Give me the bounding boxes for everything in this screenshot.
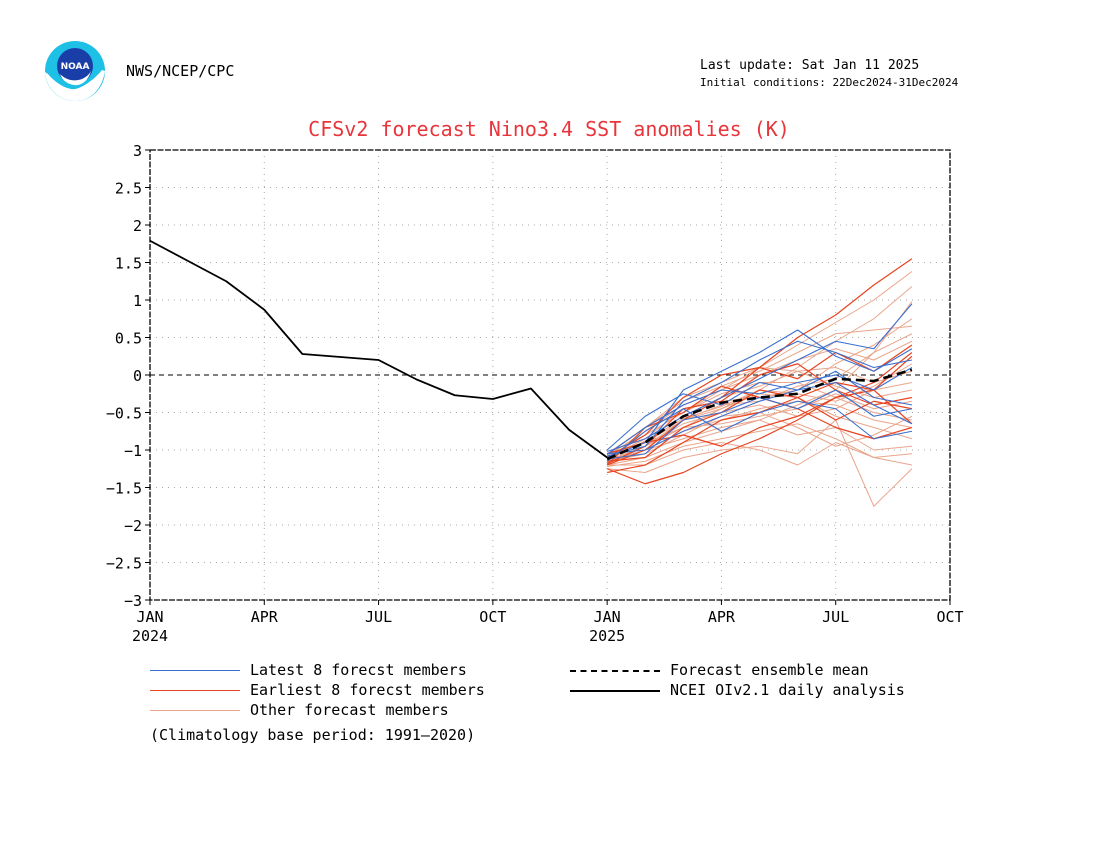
y-tick-label: 0.5	[115, 330, 142, 348]
legend-mean-label: Forecast ensemble mean	[670, 661, 869, 679]
agency-label: NWS/NCEP/CPC	[126, 62, 235, 80]
y-tick-label: 2	[133, 217, 142, 235]
legend-latest-swatch	[150, 670, 240, 671]
other-member-line	[607, 419, 912, 462]
latest-member-line	[607, 389, 913, 460]
initial-conditions: Initial conditions: 22Dec2024-31Dec2024	[700, 76, 959, 89]
other-member-line	[607, 419, 913, 507]
logo-text: NOAA	[61, 62, 90, 72]
chart-title: CFSv2 forecast Nino3.4 SST anomalies (K)	[308, 117, 790, 141]
legend-latest-label: Latest 8 forecst members	[250, 661, 467, 679]
y-tick-label: 3	[133, 142, 142, 160]
y-axis: 3 2.5 2 1.5 1 0.5 0 −0.5 −1 −1.5 −2 −2.5 −3	[106, 142, 150, 610]
y-tick-label: −3	[124, 592, 142, 610]
noaa-logo: NOAA	[45, 41, 105, 101]
x-tick-label: JUL	[365, 608, 392, 626]
observed-analysis	[149, 239, 608, 459]
ensemble-mean-line	[606, 368, 913, 461]
y-tick-label: 1.5	[115, 255, 142, 273]
legend-observed-label: NCEI OIv2.1 daily analysis	[670, 681, 905, 699]
earliest-member-line	[607, 381, 913, 462]
legend-mean-swatch	[570, 670, 660, 672]
x-tick-year-label: 2025	[589, 627, 625, 645]
legend-earliest-swatch	[150, 690, 240, 691]
ensemble-mean	[606, 368, 913, 461]
y-tick-label: −2	[124, 517, 142, 535]
plot-frame	[149, 149, 951, 601]
latest-members	[606, 303, 913, 462]
other-member-line	[606, 393, 913, 458]
latest-member-line	[606, 329, 913, 459]
y-tick-label: −1	[124, 442, 142, 460]
latest-member-line	[606, 367, 913, 455]
other-member-line	[607, 423, 913, 467]
observed-line	[149, 239, 608, 459]
earliest-member-line	[606, 355, 913, 455]
other-member-line	[606, 286, 913, 462]
earliest-member-line	[606, 352, 913, 485]
x-tick-label: OCT	[936, 608, 963, 626]
other-member-line	[607, 442, 912, 466]
x-tick-label: JUL	[822, 608, 849, 626]
y-tick-label: 1	[133, 292, 142, 310]
legend-earliest-label: Earliest 8 forecst members	[250, 681, 485, 699]
y-tick-label: −1.5	[106, 480, 142, 498]
legend-observed-swatch	[570, 690, 660, 692]
x-tick-label: APR	[251, 608, 279, 626]
climatology-note: (Climatology base period: 1991—2020)	[150, 726, 476, 744]
y-tick-label: 2.5	[115, 180, 142, 198]
legend-other-label: Other forecast members	[250, 701, 449, 719]
x-tick-label: APR	[708, 608, 736, 626]
other-member-line	[606, 382, 913, 461]
latest-member-line	[606, 303, 913, 453]
x-tick-label: JAN	[136, 608, 163, 626]
legend-other-swatch	[150, 710, 240, 711]
latest-member-line	[606, 370, 913, 451]
x-tick-label: OCT	[479, 608, 506, 626]
y-tick-label: 0	[133, 367, 142, 385]
latest-member-line	[607, 381, 913, 455]
latest-member-line	[606, 400, 913, 462]
other-member-line	[606, 325, 912, 455]
last-update: Last update: Sat Jan 11 2025	[700, 58, 920, 73]
x-tick-label: JAN	[594, 608, 621, 626]
y-tick-label: −2.5	[106, 555, 142, 573]
x-tick-year-label: 2024	[132, 627, 168, 645]
latest-member-line	[607, 340, 913, 457]
y-tick-label: −0.5	[106, 405, 142, 423]
